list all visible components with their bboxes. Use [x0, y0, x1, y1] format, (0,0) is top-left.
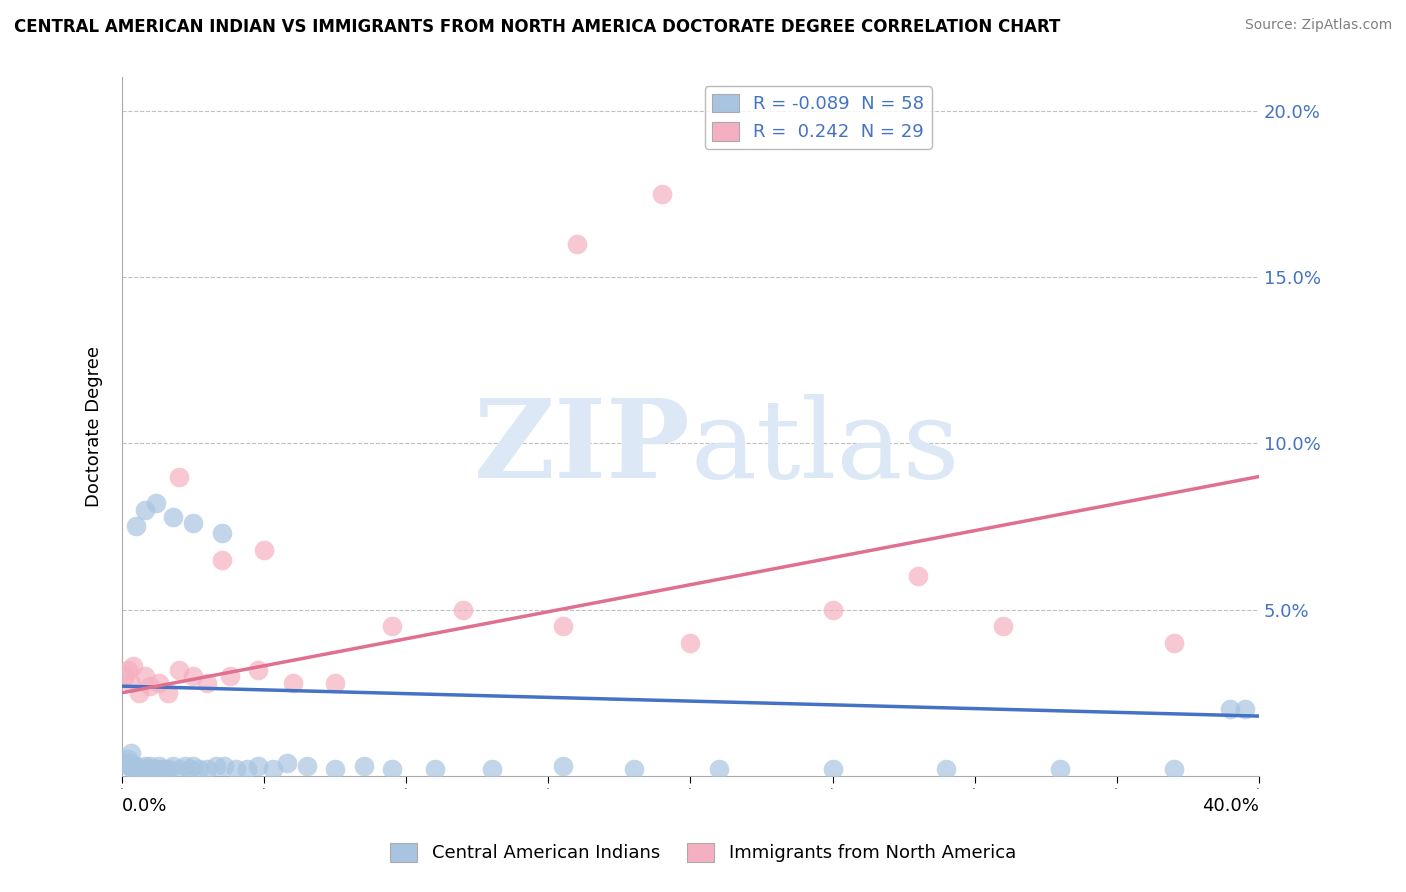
Point	[707, 762, 730, 776]
Point	[122, 659, 145, 673]
Point	[134, 503, 156, 517]
Point	[131, 762, 153, 776]
Point	[262, 762, 284, 776]
Point	[156, 762, 179, 776]
Point	[120, 746, 142, 760]
Point	[247, 759, 270, 773]
Point	[247, 663, 270, 677]
Point	[150, 762, 173, 776]
Text: ZIP: ZIP	[474, 394, 690, 501]
Point	[907, 569, 929, 583]
Text: 40.0%: 40.0%	[1202, 797, 1258, 815]
Point	[114, 669, 136, 683]
Point	[153, 762, 176, 776]
Point	[1049, 762, 1071, 776]
Point	[145, 496, 167, 510]
Point	[181, 669, 204, 683]
Point	[117, 663, 139, 677]
Point	[679, 636, 702, 650]
Point	[148, 675, 170, 690]
Point	[120, 756, 142, 770]
Point	[181, 516, 204, 531]
Point	[156, 686, 179, 700]
Point	[1163, 636, 1185, 650]
Point	[162, 759, 184, 773]
Point	[134, 762, 156, 776]
Point	[148, 759, 170, 773]
Point	[381, 762, 404, 776]
Point	[281, 675, 304, 690]
Point	[128, 762, 150, 776]
Point	[381, 619, 404, 633]
Point	[181, 759, 204, 773]
Point	[173, 759, 195, 773]
Point	[134, 759, 156, 773]
Point	[565, 236, 588, 251]
Point	[211, 526, 233, 541]
Point	[125, 519, 148, 533]
Point	[551, 619, 574, 633]
Point	[195, 675, 218, 690]
Point	[205, 759, 228, 773]
Point	[167, 663, 190, 677]
Point	[236, 762, 259, 776]
Point	[128, 686, 150, 700]
Point	[114, 756, 136, 770]
Point	[122, 759, 145, 773]
Point	[323, 675, 346, 690]
Point	[120, 675, 142, 690]
Point	[179, 762, 201, 776]
Legend: Central American Indians, Immigrants from North America: Central American Indians, Immigrants fro…	[382, 836, 1024, 870]
Point	[219, 669, 242, 683]
Point	[134, 669, 156, 683]
Point	[211, 553, 233, 567]
Point	[821, 762, 844, 776]
Point	[451, 602, 474, 616]
Text: Source: ZipAtlas.com: Source: ZipAtlas.com	[1244, 18, 1392, 32]
Point	[295, 759, 318, 773]
Point	[167, 762, 190, 776]
Point	[125, 762, 148, 776]
Point	[253, 542, 276, 557]
Point	[1219, 702, 1241, 716]
Point	[145, 762, 167, 776]
Point	[481, 762, 503, 776]
Point	[1233, 702, 1256, 716]
Point	[991, 619, 1014, 633]
Legend: R = -0.089  N = 58, R =  0.242  N = 29: R = -0.089 N = 58, R = 0.242 N = 29	[704, 87, 932, 149]
Point	[195, 762, 218, 776]
Point	[423, 762, 446, 776]
Point	[139, 762, 162, 776]
Point	[225, 762, 247, 776]
Point	[276, 756, 298, 770]
Y-axis label: Doctorate Degree: Doctorate Degree	[86, 346, 103, 508]
Point	[139, 759, 162, 773]
Point	[162, 509, 184, 524]
Point	[122, 762, 145, 776]
Point	[323, 762, 346, 776]
Point	[821, 602, 844, 616]
Point	[167, 469, 190, 483]
Point	[935, 762, 957, 776]
Point	[623, 762, 645, 776]
Point	[142, 762, 165, 776]
Text: atlas: atlas	[690, 394, 960, 501]
Point	[125, 759, 148, 773]
Point	[353, 759, 375, 773]
Point	[136, 762, 159, 776]
Point	[214, 759, 236, 773]
Point	[551, 759, 574, 773]
Text: CENTRAL AMERICAN INDIAN VS IMMIGRANTS FROM NORTH AMERICA DOCTORATE DEGREE CORREL: CENTRAL AMERICAN INDIAN VS IMMIGRANTS FR…	[14, 18, 1060, 36]
Text: 0.0%: 0.0%	[122, 797, 167, 815]
Point	[120, 759, 142, 773]
Point	[187, 762, 209, 776]
Point	[1163, 762, 1185, 776]
Point	[651, 186, 673, 201]
Point	[117, 759, 139, 773]
Point	[117, 752, 139, 766]
Point	[139, 679, 162, 693]
